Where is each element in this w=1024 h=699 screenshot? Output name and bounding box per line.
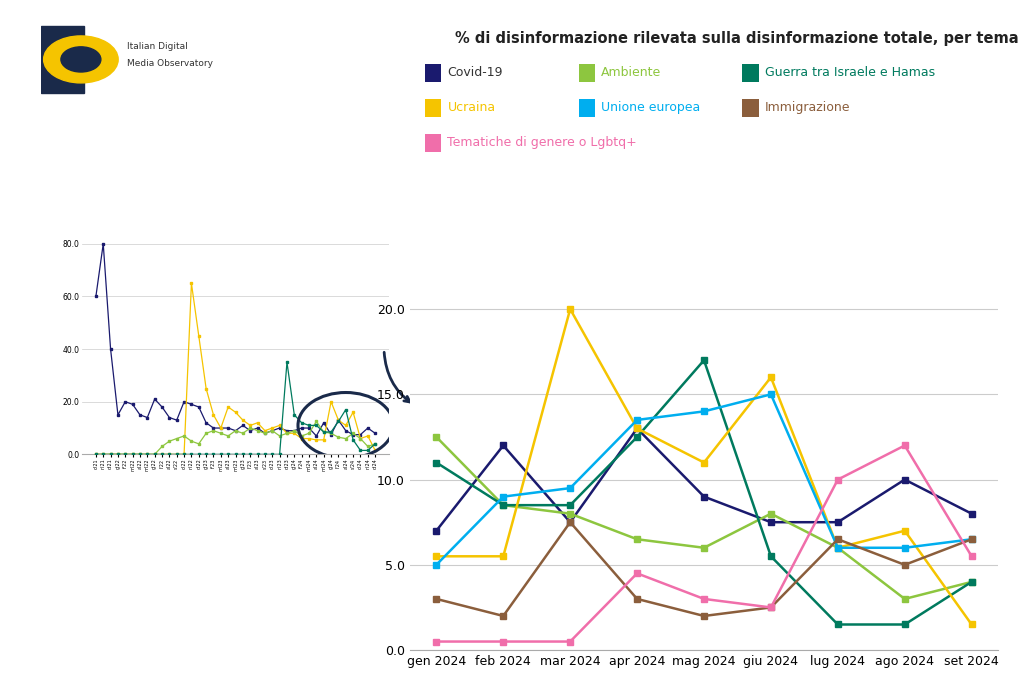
Text: Media Observatory: Media Observatory: [127, 59, 213, 68]
Text: Tematiche di genere o Lgbtq+: Tematiche di genere o Lgbtq+: [447, 136, 637, 149]
Circle shape: [61, 47, 101, 72]
Text: Unione europea: Unione europea: [601, 101, 700, 114]
Text: Italian Digital: Italian Digital: [127, 43, 188, 51]
Text: % di disinformazione rilevata sulla disinformazione totale, per tema: % di disinformazione rilevata sulla disi…: [456, 31, 1019, 46]
Circle shape: [44, 36, 118, 83]
Bar: [41, 26, 84, 93]
Text: Covid-19: Covid-19: [447, 66, 503, 79]
Text: Immigrazione: Immigrazione: [765, 101, 850, 114]
Text: Ambiente: Ambiente: [601, 66, 662, 79]
Text: Ucraina: Ucraina: [447, 101, 496, 114]
Text: Guerra tra Israele e Hamas: Guerra tra Israele e Hamas: [765, 66, 935, 79]
